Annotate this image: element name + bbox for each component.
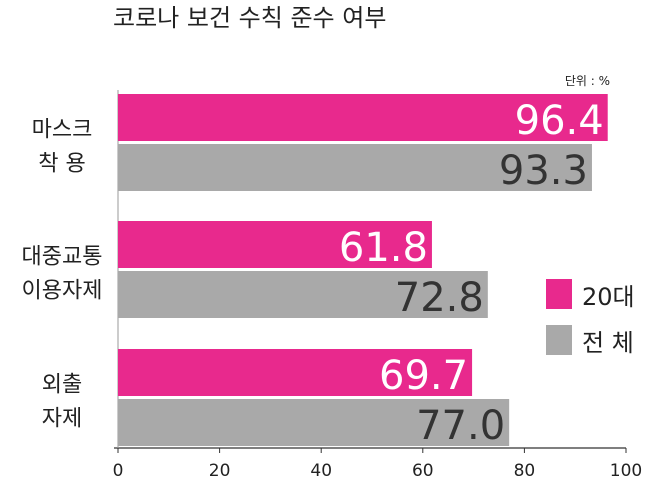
data-label: 93.3 [499, 148, 588, 194]
bar [118, 349, 473, 396]
x-tick-label: 100 [610, 461, 642, 481]
legend-label: 전 체 [582, 329, 634, 357]
unit-label: 단위 : % [565, 74, 610, 88]
category-label-line: 착 용 [38, 152, 85, 177]
data-label: 61.8 [339, 225, 428, 271]
data-label: 96.4 [515, 98, 604, 144]
x-tick-label: 40 [310, 461, 332, 481]
legend-swatch [546, 325, 572, 355]
bars: 96.4 61.8 69.7 93.3 72.8 77.0 [118, 94, 608, 449]
x-tick-label: 0 [113, 461, 124, 481]
x-tick-label: 80 [514, 461, 536, 481]
category-label-line: 마스크 [32, 118, 93, 143]
bar [118, 94, 608, 141]
legend-label: 20대 [582, 283, 635, 311]
x-axis: 0 20 40 60 80 100 [113, 90, 642, 481]
data-label: 69.7 [379, 353, 468, 399]
bar [118, 271, 488, 318]
x-tick-label: 20 [209, 461, 231, 481]
category-label-line: 자제 [42, 407, 82, 432]
data-label: 72.8 [395, 275, 484, 321]
bar [118, 399, 510, 446]
x-tick-label: 60 [412, 461, 434, 481]
category-label-line: 이용자제 [22, 279, 103, 304]
category-label-line: 대중교통 [22, 245, 103, 270]
legend-swatch [546, 279, 572, 309]
category-label-line: 외출 [42, 373, 82, 398]
data-label: 77.0 [416, 403, 505, 449]
bar [118, 221, 432, 268]
chart-title: 코로나 보건 수칙 준수 여부 [113, 4, 386, 32]
bar [118, 144, 592, 191]
